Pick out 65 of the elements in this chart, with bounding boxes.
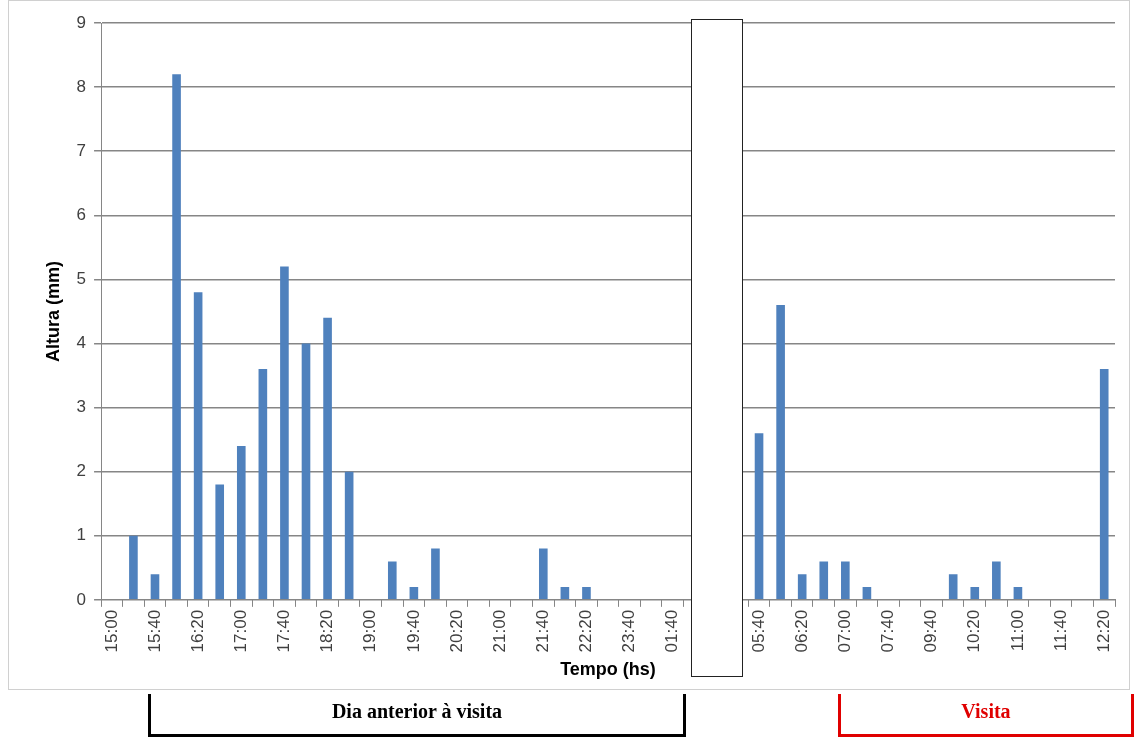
bar bbox=[301, 343, 311, 600]
x-tick-label: 16:20 bbox=[187, 609, 207, 653]
x-tick-label: 05:40 bbox=[748, 609, 768, 653]
x-tick-label: 07:00 bbox=[835, 609, 855, 653]
bar bbox=[215, 484, 225, 600]
bar bbox=[1099, 369, 1109, 600]
bar bbox=[841, 561, 850, 600]
x-tick-label: 15:00 bbox=[101, 609, 121, 653]
y-tick-label: 4 bbox=[76, 333, 87, 353]
y-axis-title: Altura (mm) bbox=[42, 260, 63, 362]
y-tick-label: 7 bbox=[76, 140, 87, 160]
y-tick-label: 1 bbox=[76, 525, 87, 545]
bracket: Dia anterior à visita bbox=[148, 694, 686, 737]
y-tick-label: 5 bbox=[76, 269, 87, 289]
bar bbox=[409, 587, 419, 600]
bar bbox=[323, 317, 332, 600]
bar bbox=[344, 471, 354, 600]
bar bbox=[862, 587, 872, 600]
bar bbox=[970, 587, 980, 600]
x-tick-label: 21:40 bbox=[532, 609, 552, 653]
bar bbox=[582, 587, 591, 600]
x-tick-label: 22:20 bbox=[576, 609, 596, 653]
y-tick-label: 2 bbox=[76, 461, 87, 481]
y-tick-label: 9 bbox=[76, 12, 87, 32]
x-tick-label: 11:00 bbox=[1007, 609, 1027, 652]
bar bbox=[193, 292, 203, 600]
bracket: Visita bbox=[838, 694, 1134, 737]
x-tick-label: 23:40 bbox=[619, 609, 639, 653]
bar bbox=[754, 433, 764, 600]
bar bbox=[172, 74, 181, 600]
bar bbox=[129, 535, 138, 600]
x-tick-label: 17:40 bbox=[274, 609, 294, 653]
x-tick-label: 01:40 bbox=[662, 609, 682, 653]
y-tick-label: 8 bbox=[76, 76, 87, 96]
bar bbox=[560, 587, 570, 600]
bar bbox=[992, 561, 1001, 600]
bar bbox=[236, 446, 246, 600]
x-tick-label: 10:20 bbox=[964, 609, 984, 653]
x-axis-title: Tempo (hs) bbox=[560, 659, 656, 680]
x-tick-label: 20:20 bbox=[446, 609, 466, 653]
x-tick-label: 11:40 bbox=[1050, 609, 1070, 652]
x-tick-label: 21:00 bbox=[489, 609, 509, 653]
y-tick-label: 0 bbox=[76, 589, 87, 609]
bar bbox=[258, 369, 268, 600]
y-tick-label: 3 bbox=[76, 397, 87, 417]
bar bbox=[280, 266, 289, 600]
x-tick-label: 09:40 bbox=[921, 609, 941, 653]
bar bbox=[150, 574, 160, 600]
x-tick-label: 12:20 bbox=[1093, 609, 1113, 653]
x-tick-label: 19:40 bbox=[403, 609, 423, 653]
bar bbox=[1013, 587, 1023, 600]
x-tick-label: 06:20 bbox=[791, 609, 811, 653]
x-tick-label: 15:40 bbox=[144, 609, 164, 653]
bar bbox=[797, 574, 807, 600]
x-tick-label: 18:20 bbox=[317, 609, 337, 653]
x-tick-label: 17:00 bbox=[230, 609, 250, 653]
bar bbox=[776, 305, 785, 600]
x-tick-label: 07:40 bbox=[878, 609, 898, 653]
bar bbox=[387, 561, 397, 600]
y-tick-label: 6 bbox=[76, 204, 87, 224]
x-tick-label: 19:00 bbox=[360, 609, 380, 653]
bar bbox=[948, 574, 958, 600]
bar bbox=[819, 561, 829, 600]
bar bbox=[538, 548, 548, 600]
bar bbox=[431, 548, 440, 600]
